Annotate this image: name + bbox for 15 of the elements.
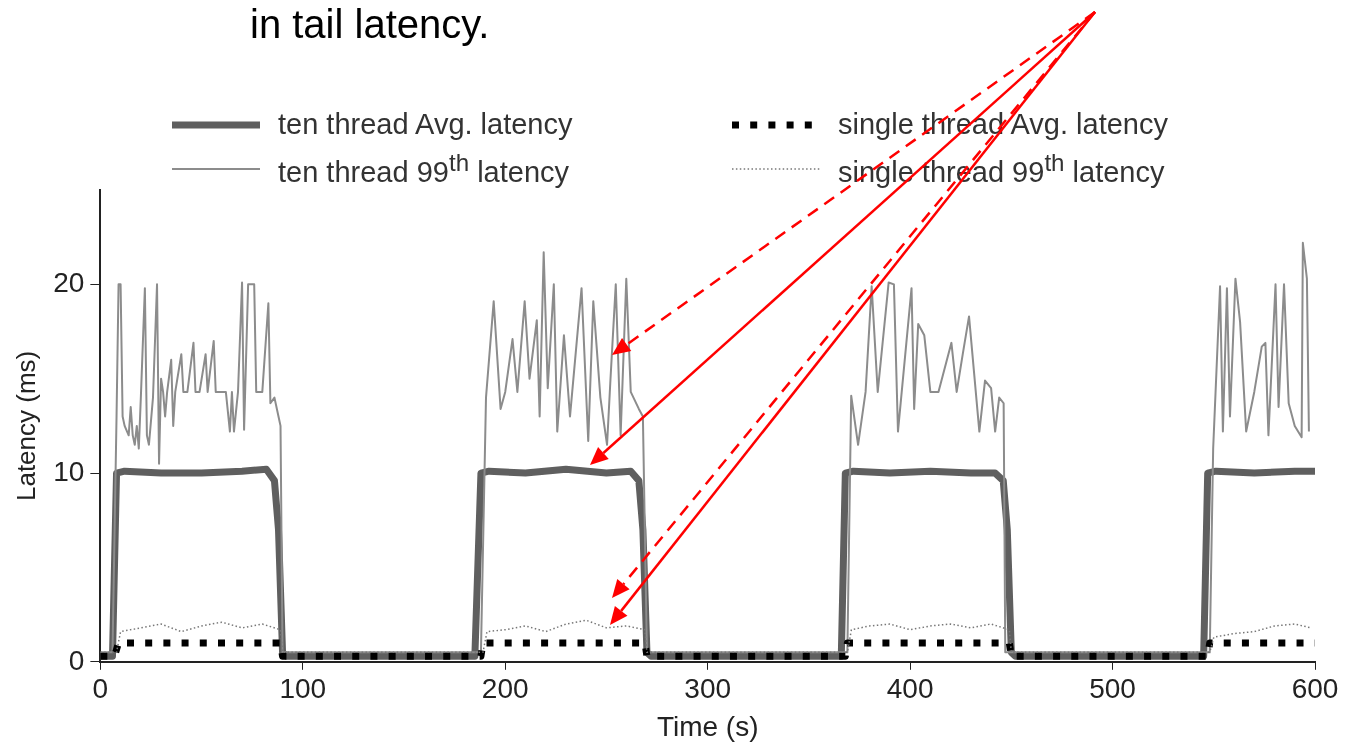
y-tick-label: 0 [68, 644, 85, 676]
x-tick-label: 300 [684, 673, 732, 705]
legend-label: ten thread Avg. latency [278, 108, 573, 141]
y-axis-title: Latency (ms) [10, 350, 41, 502]
y-tick-label: 20 [53, 267, 85, 299]
legend-label: ten thread 99$^{th}$ latency [278, 149, 570, 189]
y-tick-label: 10 [53, 455, 85, 487]
x-tick-label: 200 [481, 673, 529, 705]
x-tick-label: 100 [279, 673, 327, 705]
x-axis-title: Time (s) [656, 710, 759, 742]
x-tick-label: 400 [886, 673, 934, 705]
text: in tail latency. [250, 2, 490, 47]
x-tick-label: 0 [92, 673, 109, 705]
x-tick-label: 600 [1291, 673, 1339, 705]
x-tick-label: 500 [1089, 673, 1136, 705]
